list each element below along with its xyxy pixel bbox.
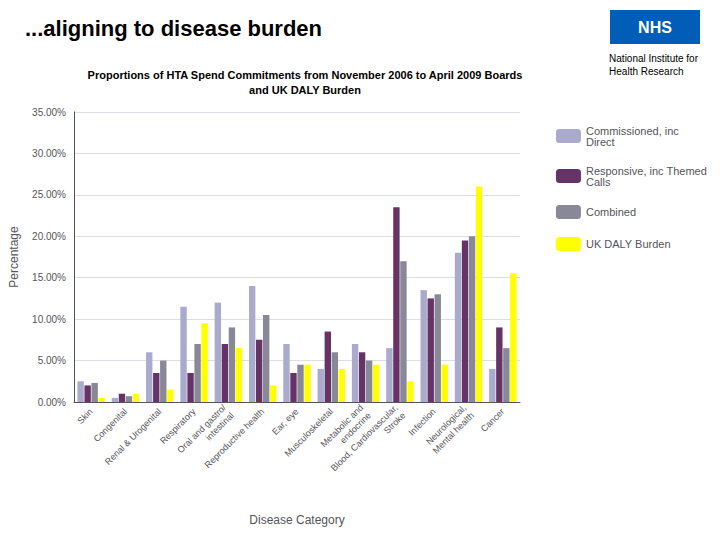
svg-text:Commissioned, inc: Commissioned, inc <box>585 124 679 137</box>
svg-text:25.00%: 25.00% <box>32 189 66 200</box>
svg-text:endocrine: endocrine <box>338 410 373 446</box>
svg-text:Health Research: Health Research <box>609 66 683 77</box>
svg-text:NHS: NHS <box>638 19 672 36</box>
svg-text:and UK DALY Burden: and UK DALY Burden <box>249 84 361 96</box>
svg-text:Musculoskeletal: Musculoskeletal <box>282 406 335 459</box>
svg-text:UK DALY Burden: UK DALY Burden <box>586 238 671 250</box>
svg-text:Metabolic and: Metabolic and <box>318 402 366 450</box>
svg-text:Congenital: Congenital <box>91 406 129 444</box>
svg-text:Calls: Calls <box>586 176 611 188</box>
svg-text:Respiratory: Respiratory <box>158 406 198 446</box>
svg-text:Proportions of HTA Spend Commi: Proportions of HTA Spend Commitments fro… <box>88 69 523 81</box>
svg-text:10.00%: 10.00% <box>32 314 66 325</box>
svg-text:5.00%: 5.00% <box>38 355 66 366</box>
svg-text:Ear, eye: Ear, eye <box>270 406 300 436</box>
svg-text:...aligning to disease burden: ...aligning to disease burden <box>25 16 322 41</box>
svg-text:Disease Category: Disease Category <box>249 513 344 527</box>
svg-text:0.00%: 0.00% <box>38 397 66 408</box>
svg-text:Skin: Skin <box>75 406 94 425</box>
svg-text:Direct: Direct <box>586 136 615 148</box>
svg-text:Mental health: Mental health <box>431 410 476 455</box>
svg-text:intestinal: intestinal <box>203 410 236 443</box>
svg-text:Percentage: Percentage <box>7 226 21 288</box>
svg-text:30.00%: 30.00% <box>32 148 66 159</box>
svg-text:15.00%: 15.00% <box>32 272 66 283</box>
svg-text:Infection: Infection <box>406 406 438 438</box>
svg-text:20.00%: 20.00% <box>32 231 66 242</box>
svg-text:Cancer: Cancer <box>479 406 507 434</box>
svg-text:Neurological,: Neurological, <box>424 402 469 447</box>
svg-text:35.00%: 35.00% <box>32 107 66 118</box>
svg-text:Oral and gastro/: Oral and gastro/ <box>175 402 228 456</box>
svg-text:Reproductive health: Reproductive health <box>203 406 267 470</box>
svg-text:Renal & Urogenital: Renal & Urogenital <box>103 406 163 466</box>
svg-text:National Institute for: National Institute for <box>609 53 699 64</box>
svg-text:Blood, Cardiovascular,: Blood, Cardiovascular, <box>329 403 400 474</box>
svg-text:Combined: Combined <box>586 206 636 218</box>
svg-text:Responsive, inc Themed: Responsive, inc Themed <box>585 164 707 177</box>
svg-text:Stroke: Stroke <box>382 410 407 435</box>
